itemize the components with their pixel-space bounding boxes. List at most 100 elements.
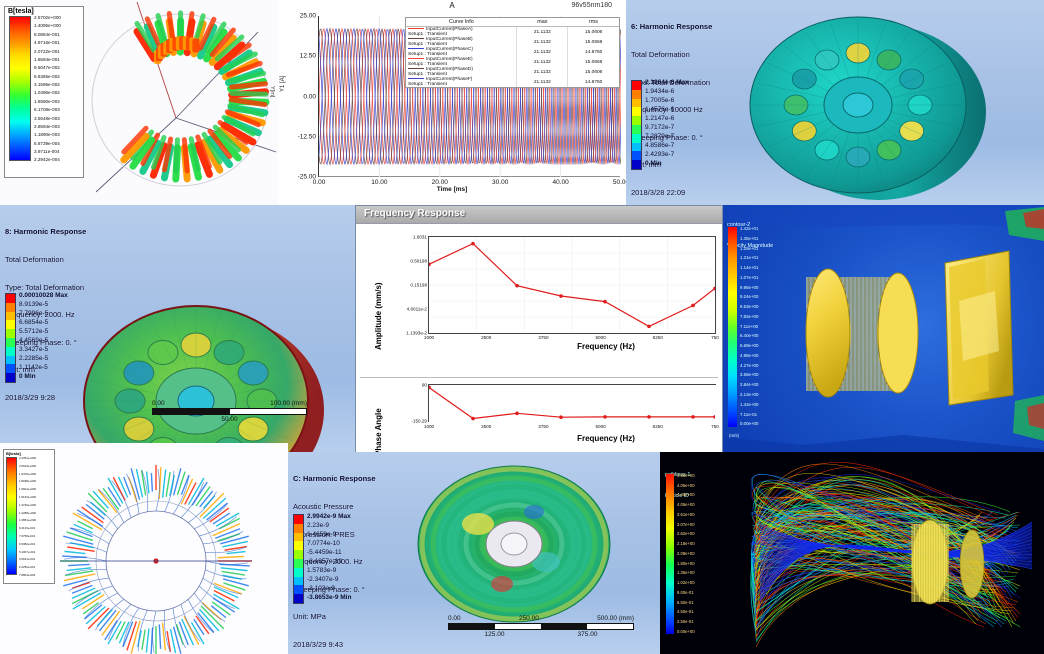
chart-x-tick: 20.00 — [431, 179, 448, 186]
legend-rms-value: 15.0668 — [567, 37, 619, 47]
acoustic-legend: 2.9942e-9 Max 2.23e-9 1.4659e-9 7.0774e-10-… — [293, 513, 351, 604]
subchart-y-tick: 1.1393e-2 — [406, 330, 427, 336]
harmonic-top-line5: Sweeping Phase: 0. ° — [631, 132, 703, 142]
chart-y-tick: 0.00 — [303, 93, 316, 100]
harmonic-left-colorbar — [5, 293, 16, 383]
chart-y-tick: -12.50 — [297, 133, 316, 141]
fluent-velocity-panel: contour-2 Velocity Magnitude 1.42e+01 1.3… — [723, 205, 1044, 455]
harmonic-left-scalebar: 0.00 100.00 (mm) 50.00 — [152, 400, 307, 423]
legend-series-label: InputCurrent(PhaseC) Setup1 : Transient — [408, 47, 473, 57]
fluent-units-label: (m/s) — [729, 433, 739, 438]
acoustic-line5: Sweeping Phase: 0. ° — [293, 584, 365, 594]
acoustic-line3: Expression: PRES — [293, 529, 355, 539]
frequency-response-body: Amplitude (mm/s) 1.6031 0.50198 0.15198 4.6… — [356, 223, 722, 454]
subchart-x-tick: 2500 — [481, 335, 492, 340]
legend-series-label: InputCurrent(PhaseB) Setup1 : Transient — [408, 37, 473, 47]
pathlines-panel: pathlines-1 Particle ID 4.86e+00 4.05e+00… — [660, 452, 1044, 654]
legend-max-value: 21.1132 — [516, 57, 568, 67]
legend-row: InputCurrent(PhaseC) Setup1 : Transient 21… — [406, 47, 619, 57]
harmonic-top-header: 6: Harmonic Response Total Deformation T… — [631, 4, 712, 205]
legend-max-value: 21.1132 — [516, 26, 568, 37]
fluent-velocity-legend: 1.42e+01 1.35e+01 1.28e+01 1.21e+01 1.14e+01… — [728, 226, 759, 427]
legend-row: InputCurrent(PhaseB) Setup1 : Transient 21… — [406, 37, 619, 47]
harmonic-top-line4: Frequency: 10000 Hz — [631, 105, 703, 115]
acoustic-scalebar-mid2: 375.00 — [577, 631, 598, 638]
chart-xlabel: Time [ms] — [436, 186, 468, 193]
subchart-x-tick: 750 — [711, 335, 719, 340]
legend-series-label: InputCurrent(PhaseF) Setup1 : Transient — [408, 77, 473, 87]
harmonic-top-3d-view — [749, 16, 986, 200]
acoustic-line6: Unit: MPa — [293, 612, 326, 622]
harmonic-top-legend-values: 2.1864e-6 Max 1.9434e-6 1.7005e-6 1.4576e-6… — [645, 79, 689, 167]
legend-rms-value: 15.0606 — [567, 67, 619, 77]
legend-series-label: InputCurrent(PhaseA) Setup1 : Transient — [408, 27, 473, 37]
harmonic-top-title: 6: Harmonic Response — [631, 22, 713, 32]
acoustic-line2: Acoustic Pressure — [293, 502, 354, 512]
maxwell-legend: B[tesla] 2.5702e+000 1.4095e+000 8.0854e-0… — [4, 6, 84, 178]
amplitude-subchart: Amplitude (mm/s) 1.6031 0.50198 0.15198 4.6… — [356, 228, 722, 358]
acoustic-scalebar-right: 500.00 (mm) — [597, 615, 634, 622]
harmonic-left-line4: Frequency: 2000. Hz — [5, 310, 75, 320]
acoustic-scalebar-center: 250.00 — [518, 615, 539, 622]
chart-y-tick: 25.00 — [299, 12, 316, 20]
legend-max-value: 21.1132 — [516, 47, 568, 57]
legend-max-value: 21.1132 — [516, 67, 568, 77]
flux-legend-title: B[tesla] — [6, 451, 21, 456]
legend-line-swatch-icon — [408, 68, 424, 70]
chart-y-tick: 12.50 — [299, 52, 316, 60]
legend-line-swatch-icon — [408, 58, 424, 60]
transient-current-chart: A 96v55nm180 Y1 [A] 25.00 12.50 0.00 -12.50… — [278, 0, 626, 205]
legend-row: InputCurrent(PhaseD) Setup1 : Transient 21… — [406, 67, 619, 77]
harmonic-response-top-panel: 6: Harmonic Response Total Deformation T… — [626, 0, 1044, 205]
fluent-velocity-view — [723, 205, 1044, 455]
subchart-x-tick: 5000 — [595, 424, 606, 429]
chart-subtitle: 96v55nm180 — [571, 2, 612, 9]
scalebar-left: 0.00 — [152, 400, 165, 407]
legend-row: InputCurrent(PhaseE) Setup1 : Transient 21… — [406, 57, 619, 67]
phase-subchart: Phase Angle 90 -150.29 1000 2500 3750 5000 62… — [356, 382, 722, 455]
subchart-y-tick: -150.29 — [411, 418, 427, 424]
chart-ylabel: Y1 [A] — [280, 75, 286, 92]
amplitude-curve — [429, 237, 715, 333]
acoustic-scalebar-mid1: 125.00 — [484, 631, 505, 638]
flux-colorbar — [6, 457, 17, 575]
chart-legend: Curve Info max rms InputCurrent(PhaseA) S… — [405, 17, 620, 88]
chart-x-tick: 30.00 — [492, 179, 509, 186]
frequency-response-window: Frequency Response Amplitude (mm/s) 1.60… — [355, 205, 723, 455]
legend-line-swatch-icon — [408, 48, 424, 50]
fluent-legend-values: 1.42e+01 1.35e+01 1.28e+01 1.21e+01 1.14e+01… — [740, 226, 759, 427]
maxwell-axis-label: Y[m] — [269, 86, 275, 98]
pathlines-legend-values: 4.86e+00 4.05e+00 4.40e+00 4.05e+00 3.61e+00… — [677, 473, 695, 634]
subchart-divider — [360, 377, 718, 378]
subchart-x-tick: 1000 — [423, 424, 435, 429]
acoustic-title: C: Harmonic Response — [293, 474, 376, 484]
legend-col-rms: rms — [567, 18, 619, 27]
flux-legend-values: 2.2351e+000 2.0913e+000 1.9476e+000 1.8038e… — [19, 456, 36, 577]
acoustic-line4: Frequency: 2000. Hz — [293, 557, 363, 567]
subchart-y-tick: 0.50198 — [410, 258, 427, 264]
legend-row: InputCurrent(PhaseA) Setup1 : Transient 21… — [406, 26, 619, 37]
fluent-header-line1: contour-2 — [727, 222, 751, 228]
subchart-x-tick: 6250 — [652, 424, 663, 429]
harmonic-left-line3: Type: Total Deformation — [5, 282, 85, 292]
harmonic-left-header: 8: Harmonic Response Total Deformation T… — [5, 209, 86, 421]
subchart-x-tick: 6250 — [652, 335, 663, 340]
pathlines-legend: 4.86e+00 4.05e+00 4.40e+00 4.05e+00 3.61e+00… — [666, 473, 695, 634]
amplitude-xlabel: Frequency (Hz) — [577, 342, 635, 351]
acoustic-header: C: Harmonic Response Acoustic Pressure E… — [293, 456, 376, 654]
harmonic-top-line7: 2018/3/28 22:09 — [631, 188, 686, 198]
subchart-x-tick: 1000 — [423, 335, 435, 340]
fluent-colorbar — [728, 227, 737, 427]
pathlines-header-line1: pathlines-1 — [665, 472, 691, 478]
legend-line-swatch-icon — [408, 38, 424, 40]
subchart-y-tick: 1.6031 — [412, 234, 427, 240]
subchart-x-tick: 3750 — [538, 424, 549, 429]
chart-x-tick: 10.00 — [371, 179, 388, 186]
legend-rms-value: 14.8750 — [567, 77, 619, 87]
harmonic-left-3d-view — [83, 305, 324, 455]
phase-xlabel: Frequency (Hz) — [577, 434, 635, 443]
scalebar-mid: 50.00 — [221, 416, 238, 423]
legend-series-label: InputCurrent(PhaseD) Setup1 : Transient — [408, 67, 473, 77]
legend-line-swatch-icon — [408, 78, 424, 80]
